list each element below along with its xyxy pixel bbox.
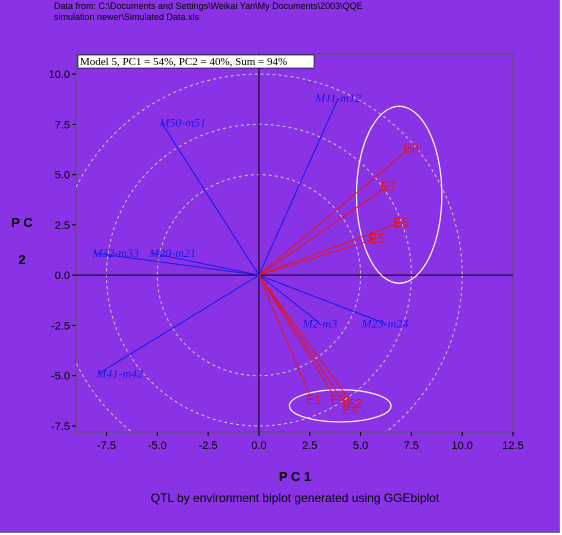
source-note: Data from: C:\Documents and Settings\Wei… [54,1,363,23]
y-tick-label: 10.0 [49,69,70,81]
vector-m32-m33 [94,252,259,276]
vector-lines [94,98,410,411]
plot-area-frame [75,53,514,433]
point-label-m2-m3: M2-m3 [302,316,338,330]
point-label-e4: E4 [342,402,358,417]
vector-e5 [258,238,375,276]
y-tick-label: -2.5 [51,320,70,332]
model-info-box [77,54,315,69]
chart-title: Model 5, PC1 = 54%, PC2 = 40%, Sum = 94% [80,56,287,68]
y-tick-label: 7.5 [55,119,70,131]
vector-e2 [258,274,353,405]
origin-lines [76,54,513,432]
x-tick-label: 12.5 [502,440,523,452]
vector-e8 [258,148,410,276]
x-tick-label: -7.5 [97,440,116,452]
point-labels: M11-m12 M50-m51 M32-m33 M20-m21 M2-m3 M23-m24… [91,91,419,417]
y-axis-title-text: P C [11,215,33,230]
y-tick-label: 2.5 [55,220,70,232]
vector-m11-m12 [258,98,339,276]
group-ellipse-1 [355,105,443,284]
x-tick-label: 0.0 [251,440,266,452]
point-label-e8: E8 [403,141,419,156]
point-label-m41-m42: M41-m42 [95,367,143,381]
vector-m41-m42 [98,274,260,375]
x-axis-title: P C 1 [279,469,311,484]
vector-m50-m51 [160,122,260,276]
point-label-e6: E6 [393,215,409,230]
point-label-m50-m51: M50-m51 [158,115,206,129]
x-tick-label: -5.0 [148,440,167,452]
source-note-line-2: simulation newer\Simulated Data.xls [54,12,200,22]
y-tick-label: 5.0 [55,170,70,182]
group-ellipse-2 [288,389,392,423]
x-tick-label: 7.5 [404,440,419,452]
y-tick-label: -7.5 [51,421,70,433]
vector-e7 [258,186,388,276]
point-label-m23-m24: M23-m24 [361,316,409,330]
y-axis-title: P C 2 [11,215,33,267]
vector-e4 [258,274,349,411]
source-note-line-1: Data from: C:\Documents and Settings\Wei… [54,1,363,11]
vector-e3 [258,274,337,401]
point-label-m11-m12: M11-m12 [314,91,361,105]
point-label-m32-m33: M32-m33 [91,246,139,260]
point-label-e3: E3 [330,392,346,407]
vector-m2-m3 [258,274,321,324]
x-tick-label: -2.5 [199,440,218,452]
group-ellipses [288,105,443,423]
y-tick-label: 0.0 [55,270,70,282]
chart-caption: QTL by environment biplot generated usin… [151,491,440,505]
point-label-m20-m21: M20-m21 [148,246,196,260]
point-label-e7: E7 [381,179,397,194]
vector-e1 [258,274,313,401]
x-tick-label: 2.5 [302,440,317,452]
point-label-e2: E2 [346,396,362,411]
axis-ticks: -7.5 -5.0 -2.5 0.0 2.5 5.0 7.5 10.0 12.5 10.0 7.5 5… [49,69,524,452]
y-tick-label: -5.0 [51,371,70,383]
vector-e6 [258,222,400,276]
point-label-e5: E5 [369,231,385,246]
vector-m23-m24 [258,274,386,324]
x-tick-label: 5.0 [353,440,368,452]
x-tick-label: 10.0 [451,440,472,452]
point-label-e1: E1 [306,392,322,407]
y-axis-title-number: 2 [18,252,25,267]
vector-m20-m21 [151,252,260,276]
